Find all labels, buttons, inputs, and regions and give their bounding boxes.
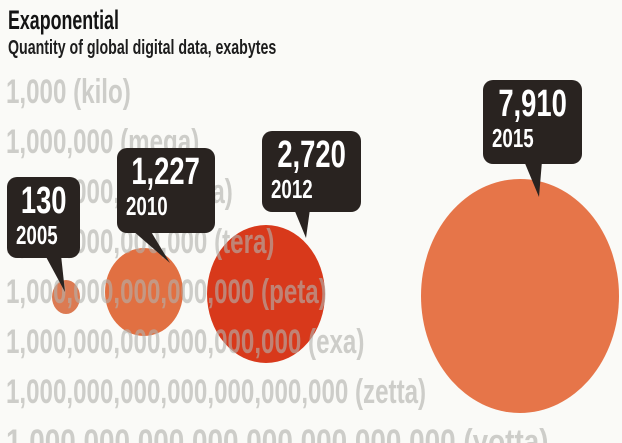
callout-year-2005: 2005 xyxy=(16,220,58,250)
callout-2012: 2,720 2012 xyxy=(262,131,361,212)
scale-line-kilo: 1,000 (kilo) xyxy=(6,73,131,111)
callout-value-2012: 2,720 xyxy=(277,134,346,176)
callout-year-2012: 2012 xyxy=(271,174,313,204)
callout-value-2015: 7,910 xyxy=(498,83,567,125)
callout-2015: 7,910 2015 xyxy=(483,80,582,164)
callout-pointer-2012 xyxy=(294,209,310,238)
scale-line-zetta: 1,000,000,000,000,000,000,000 (zetta) xyxy=(6,373,427,411)
callout-value-2005: 130 xyxy=(20,180,67,222)
callout-2010: 1,227 2010 xyxy=(117,148,215,233)
scale-line-exa: 1,000,000,000,000,000,000 (exa) xyxy=(6,323,365,361)
callout-year-2010: 2010 xyxy=(126,191,168,221)
callout-value-2010: 1,227 xyxy=(131,151,201,193)
scale-line-yotta: 1,000,000,000,000,000,000,000,000 (yotta… xyxy=(6,423,549,443)
scale-line-peta: 1,000,000,000,000,000 (peta) xyxy=(6,273,327,311)
callout-2005: 130 2005 xyxy=(7,177,80,258)
callout-year-2015: 2015 xyxy=(492,123,534,153)
data-bubble-2015 xyxy=(421,179,619,413)
chart-subtitle: Quantity of global digital data, exabyte… xyxy=(8,37,277,59)
data-bubble-2012 xyxy=(207,225,325,363)
chart-title: Exaponential xyxy=(8,5,119,35)
